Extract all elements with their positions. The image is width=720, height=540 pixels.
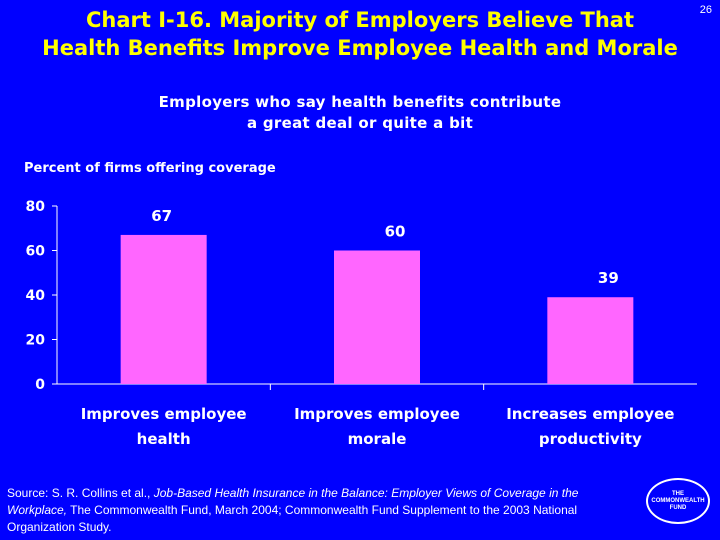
category-label: health [137, 430, 191, 448]
y-axis-label: Percent of firms offering coverage [24, 161, 276, 176]
bar [547, 297, 634, 384]
title-line-2: Health Benefits Improve Employee Health … [42, 36, 678, 60]
page-number: 26 [699, 4, 712, 16]
y-tick-label: 0 [35, 377, 45, 393]
subtitle-line-1: Employers who say health benefits contri… [158, 93, 562, 111]
bar-chart: 0 20 40 60 80 67 Improves employee health 60 Impr… [26, 199, 697, 448]
bar [334, 250, 420, 384]
category-label: productivity [539, 430, 642, 448]
source-suffix: The Commonwealth Fund, March 2004; Commo… [7, 503, 578, 534]
subtitle-line-2: a great deal or quite a bit [246, 114, 474, 132]
y-tick-label: 80 [26, 199, 46, 215]
title-line-1: Chart I-16. Majority of Employers Believ… [85, 8, 635, 32]
category-label: Improves employee [81, 405, 247, 423]
data-label: 67 [151, 207, 172, 225]
category-label: morale [348, 430, 407, 448]
source-note: Source: S. R. Collins et al., Job-Based … [7, 485, 597, 536]
data-label: 60 [385, 223, 406, 241]
y-tick-label: 20 [26, 333, 46, 349]
data-label: 39 [598, 269, 619, 287]
source-prefix: Source: S. R. Collins et al., [7, 486, 154, 500]
category-label: Increases employee [506, 405, 674, 423]
y-tick-label: 40 [26, 288, 46, 304]
bar [120, 234, 207, 384]
source-title: Job-Based Health Insurance in the Balanc… [7, 486, 579, 517]
category-label: Improves employee [294, 405, 460, 423]
commonwealth-fund-logo: THE COMMONWEALTH FUND [646, 478, 710, 524]
y-tick-label: 60 [26, 244, 46, 260]
chart-subtitle: Employers who say health benefits contri… [0, 92, 720, 134]
logo-text: THE COMMONWEALTH FUND [651, 490, 705, 511]
chart-title: Chart I-16. Majority of Employers Believ… [0, 6, 720, 62]
